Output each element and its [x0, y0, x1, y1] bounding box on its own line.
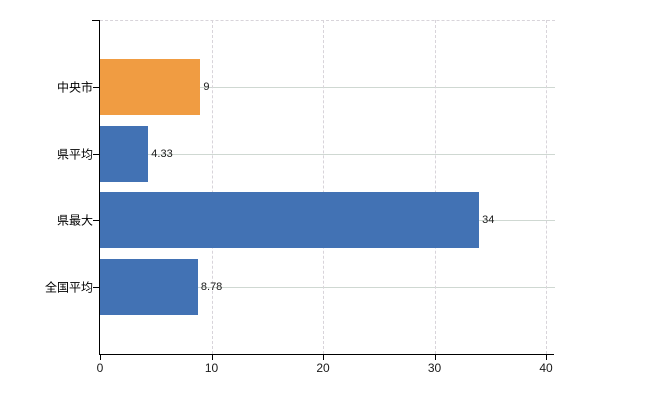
bar — [100, 58, 201, 115]
value-label: 8.78 — [200, 281, 223, 293]
value-label: 34 — [482, 214, 495, 227]
category-label: 中央市 — [56, 80, 93, 95]
v-gridline — [323, 20, 324, 354]
value-label: 4.33 — [151, 147, 173, 160]
bar — [100, 192, 480, 249]
y-axis-end-tick — [92, 20, 99, 21]
x-tick — [100, 354, 101, 360]
category-tick — [93, 86, 99, 88]
h-gridline — [100, 86, 555, 88]
x-tick-label: 0 — [96, 361, 104, 375]
x-tick — [323, 354, 324, 360]
x-tick-label: 30 — [427, 361, 442, 375]
bar — [100, 259, 198, 315]
x-tick — [211, 354, 213, 360]
plot-top-border — [100, 20, 555, 21]
bar — [100, 125, 149, 182]
v-gridline — [211, 20, 213, 354]
x-tick-label: 40 — [539, 361, 553, 375]
h-gridline — [100, 153, 555, 155]
category-tick — [93, 287, 99, 288]
category-tick — [93, 220, 99, 222]
v-gridline — [546, 20, 547, 354]
v-gridline — [434, 20, 436, 354]
y-axis-line — [99, 20, 100, 354]
x-axis-line — [99, 354, 554, 355]
h-gridline — [100, 287, 555, 288]
x-tick — [434, 354, 436, 360]
x-tick-label: 10 — [204, 361, 219, 375]
category-label: 全国平均 — [44, 280, 93, 295]
category-label: 県最大 — [56, 213, 93, 228]
value-label: 9 — [203, 80, 210, 93]
x-tick — [546, 354, 547, 360]
category-label: 県平均 — [56, 147, 93, 161]
x-tick-label: 20 — [316, 361, 330, 375]
category-tick — [93, 153, 99, 155]
